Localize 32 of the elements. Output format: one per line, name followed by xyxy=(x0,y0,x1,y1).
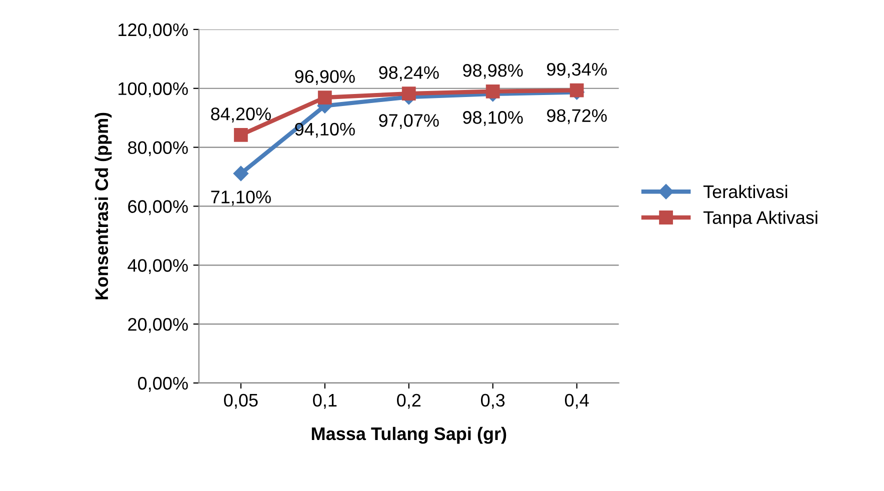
point xyxy=(234,128,248,142)
data-label: 98,98% xyxy=(463,64,523,79)
y-tick-label: 80,00% xyxy=(128,141,188,156)
x-tick-label: 0,05 xyxy=(224,394,258,409)
data-label: 99,34% xyxy=(547,62,607,78)
data-label: 96,90% xyxy=(295,70,355,86)
data-label: 98,24% xyxy=(379,66,439,82)
data-label: 84,20% xyxy=(211,108,271,122)
x-tick-label: 0,3 xyxy=(480,394,505,409)
x-tick-label: 0,2 xyxy=(397,394,420,409)
y-tick-label: 120,00% xyxy=(118,23,188,38)
y-tick-label: 100,00% xyxy=(118,82,188,98)
y-tick-label: 60,00% xyxy=(128,200,188,216)
point xyxy=(318,90,332,104)
point xyxy=(233,166,248,182)
data-label: 98,10% xyxy=(463,111,523,126)
legend-label: Teraktivasi xyxy=(703,184,788,198)
data-label: 71,10% xyxy=(211,190,271,206)
point xyxy=(486,84,500,98)
x-tick-label: 0,4 xyxy=(564,394,589,409)
x-tick-label: 0,1 xyxy=(313,394,337,409)
point xyxy=(570,83,584,98)
y-tick-label: 20,00% xyxy=(128,318,188,333)
data-label: 94,10% xyxy=(295,122,355,138)
y-axis-title: Konsentrasi Cd (ppm) xyxy=(94,112,112,300)
data-label: 98,72% xyxy=(547,109,607,124)
y-tick-label: 40,00% xyxy=(128,259,188,274)
x-axis-title: Massa Tulang Sapi (gr) xyxy=(312,426,506,444)
y-tick-label: 0,00% xyxy=(138,376,188,392)
data-label: 97,07% xyxy=(379,114,439,129)
point xyxy=(402,86,416,101)
legend-label: Tanpa Aktivasi xyxy=(703,210,818,228)
